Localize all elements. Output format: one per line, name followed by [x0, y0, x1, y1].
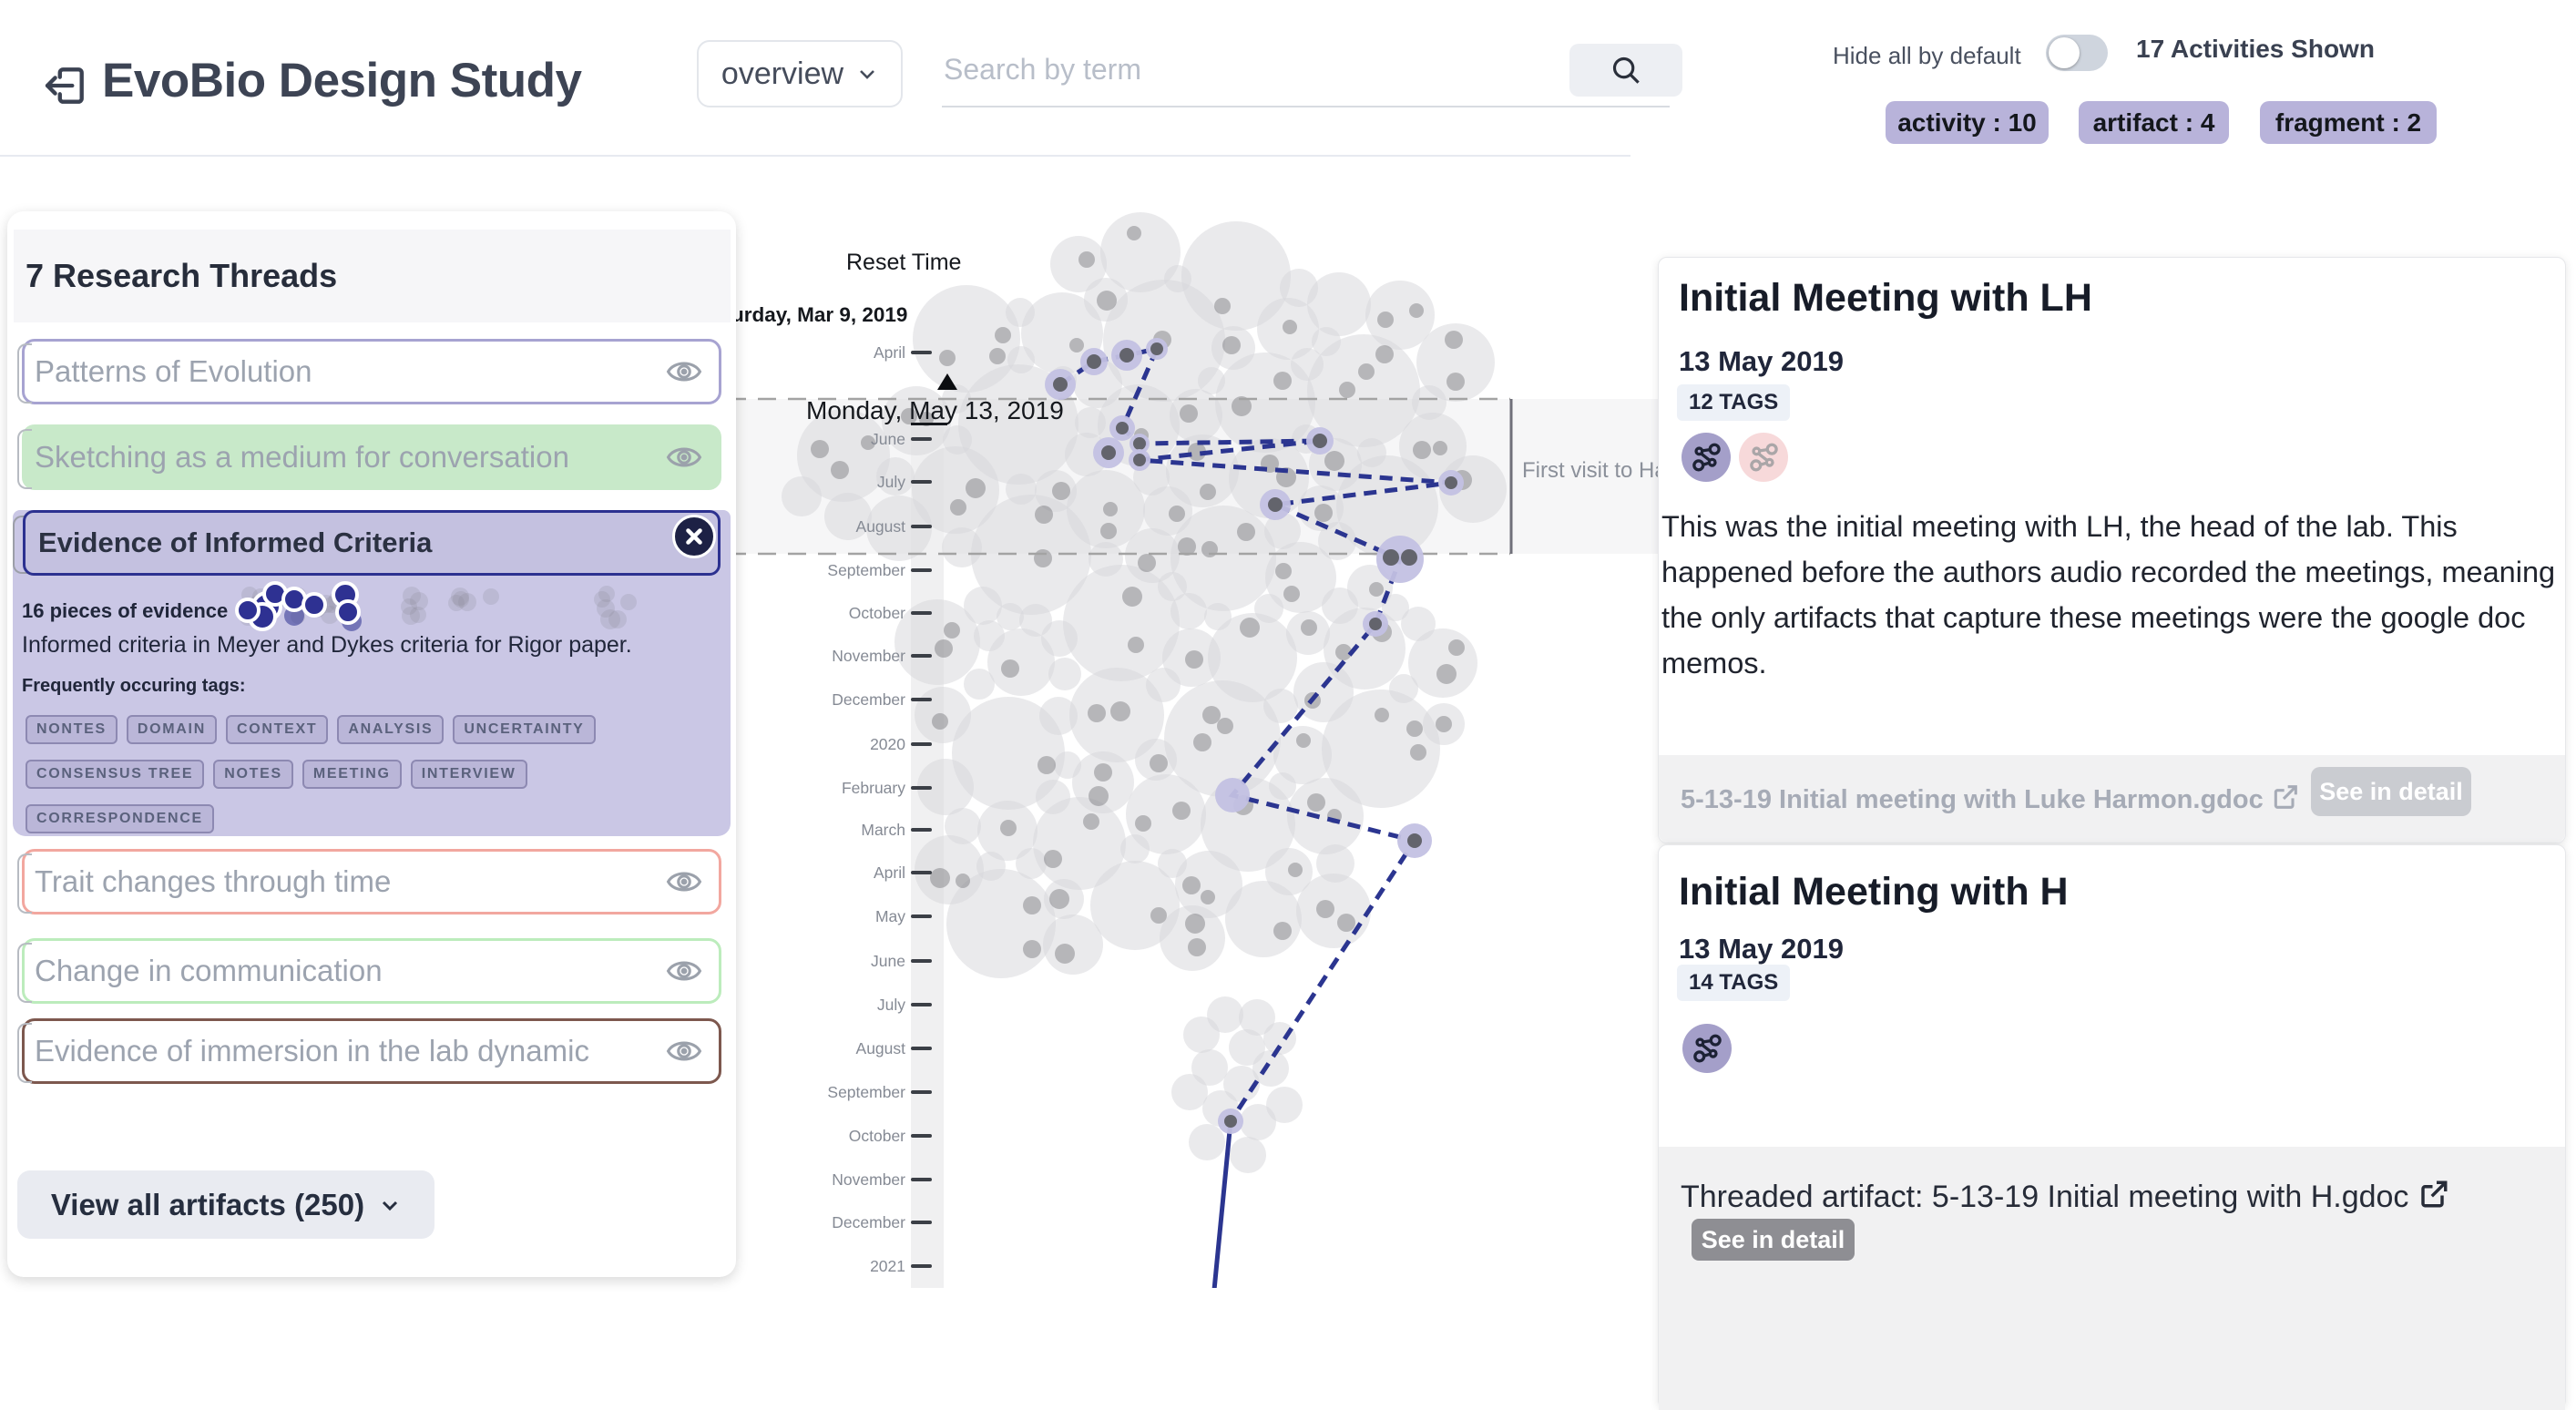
svg-text:June: June: [871, 952, 905, 970]
svg-text:2021: 2021: [870, 1257, 905, 1275]
svg-text:Reset Time: Reset Time: [846, 250, 961, 275]
svg-text:July: July: [877, 473, 905, 491]
svg-text:December: December: [832, 690, 905, 709]
svg-text:September: September: [827, 561, 905, 579]
svg-text:March: March: [861, 821, 905, 839]
svg-text:August: August: [856, 517, 906, 536]
svg-text:November: November: [832, 1170, 905, 1189]
svg-text:October: October: [849, 1127, 905, 1145]
svg-text:December: December: [832, 1213, 905, 1231]
svg-text:July: July: [877, 996, 905, 1014]
svg-text:February: February: [842, 779, 905, 797]
svg-text:August: August: [856, 1039, 906, 1058]
svg-text:October: October: [849, 604, 905, 622]
svg-text:November: November: [832, 647, 905, 665]
svg-text:April: April: [874, 343, 905, 362]
svg-text:April: April: [874, 863, 905, 882]
svg-text:Monday, May 13, 2019: Monday, May 13, 2019: [806, 396, 1064, 424]
svg-text:2020: 2020: [870, 735, 905, 753]
svg-text:May: May: [875, 907, 905, 925]
svg-text:June: June: [871, 430, 905, 448]
svg-text:September: September: [827, 1083, 905, 1101]
